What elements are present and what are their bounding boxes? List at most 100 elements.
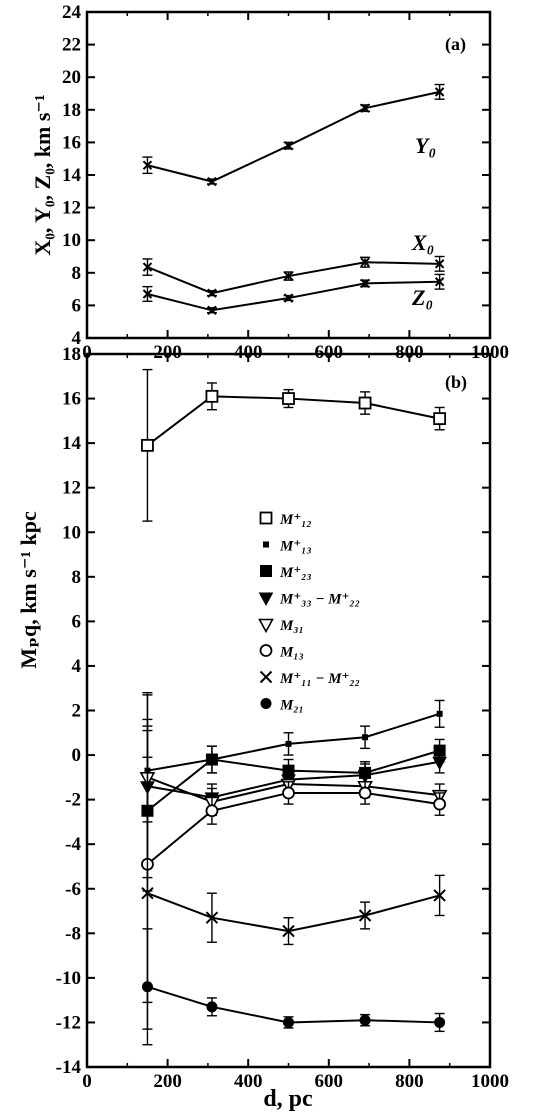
x-marker-stroke bbox=[360, 103, 370, 113]
series-6 bbox=[141, 756, 446, 1030]
x-marker-stroke bbox=[434, 259, 445, 269]
y-tick-label: 24 bbox=[62, 2, 82, 23]
x-tick-label: 600 bbox=[315, 1071, 344, 1092]
data-point bbox=[259, 644, 273, 657]
x-marker-stroke bbox=[433, 889, 446, 902]
legend-label: M⁺₁₁ − M⁺₂₂ bbox=[279, 671, 360, 687]
x-marker-stroke bbox=[434, 277, 445, 287]
x-marker-stroke bbox=[360, 257, 370, 267]
data-point bbox=[283, 140, 294, 151]
data-point bbox=[282, 392, 295, 405]
panel-b-y-axis-label: Mₚq, km s⁻¹ kpc bbox=[16, 511, 41, 669]
data-point bbox=[205, 389, 219, 403]
y-tick-label: 16 bbox=[62, 132, 81, 153]
series-line bbox=[147, 90, 440, 183]
x-tick-label: 400 bbox=[234, 1071, 263, 1092]
x-marker-stroke bbox=[142, 262, 153, 272]
y-tick-label: 8 bbox=[72, 567, 82, 588]
data-point bbox=[282, 786, 295, 800]
data-point bbox=[142, 160, 153, 170]
x-tick-label: 800 bbox=[395, 342, 424, 363]
y-tick-label: 20 bbox=[62, 67, 81, 88]
x-marker-stroke bbox=[207, 305, 217, 315]
data-point bbox=[432, 756, 447, 771]
series-line bbox=[147, 280, 440, 312]
series-0 bbox=[141, 368, 447, 522]
x-marker-stroke bbox=[207, 176, 217, 187]
y-tick-label: 10 bbox=[62, 230, 81, 251]
series-line bbox=[146, 791, 440, 866]
data-point bbox=[434, 1016, 446, 1028]
data-point bbox=[434, 277, 445, 287]
data-point bbox=[142, 289, 153, 299]
y-tick-label: 6 bbox=[72, 295, 82, 316]
legend-label: M⁺₁₃ bbox=[279, 539, 312, 555]
x-tick-label: 400 bbox=[234, 342, 263, 363]
series-label: Z₀ bbox=[411, 285, 433, 310]
series-3 bbox=[140, 694, 447, 879]
panel-b-series bbox=[139, 368, 448, 1046]
x-marker-stroke bbox=[142, 289, 153, 299]
x-marker-stroke bbox=[141, 886, 154, 900]
data-point bbox=[205, 753, 218, 766]
y-tick-label: -12 bbox=[56, 1012, 81, 1033]
data-point bbox=[436, 710, 443, 717]
y-tick-label: -10 bbox=[56, 968, 81, 989]
x-tick-label: 200 bbox=[153, 1071, 182, 1092]
legend-item: M₂₁ bbox=[260, 698, 304, 714]
data-point bbox=[205, 911, 219, 924]
x-marker-stroke bbox=[282, 924, 295, 938]
data-point bbox=[263, 541, 269, 548]
y-tick-label: 4 bbox=[72, 656, 82, 677]
data-point bbox=[258, 592, 274, 607]
y-tick-label: 10 bbox=[62, 522, 81, 543]
panel-b: (b) Mₚq, km s⁻¹ kpc d, pc 0 200 400 600 800 1… bbox=[16, 344, 509, 1112]
panel-a-ticks: 0 200 400 600 800 1000 4 6 8 10 12 14 16 18 20 22 24 bbox=[62, 2, 509, 363]
panel-a-y-axis-label: X₀, Y₀, Z₀, km s⁻¹ bbox=[30, 94, 55, 255]
series-7 bbox=[141, 928, 446, 1046]
panel-b-legend: M⁺₁₂ M⁺₁₃ M⁺₂₃ M⁺₃₃ − M⁺₂₂ M₃₁ M₁₃ M⁺₁₁ − M⁺₂₂… bbox=[258, 511, 360, 714]
series-label: X₀ bbox=[411, 230, 434, 255]
data-point bbox=[259, 670, 273, 684]
data-point bbox=[207, 305, 217, 315]
x-marker-stroke bbox=[358, 909, 372, 922]
y-tick-label: 22 bbox=[62, 35, 81, 56]
y-tick-label: 14 bbox=[62, 165, 82, 186]
x-tick-label: 200 bbox=[153, 342, 182, 363]
y-tick-label: -4 bbox=[65, 834, 81, 855]
data-point bbox=[141, 438, 154, 452]
x-marker-stroke bbox=[207, 288, 217, 298]
data-point bbox=[142, 262, 153, 272]
data-point bbox=[360, 103, 370, 113]
legend-label: M⁺₂₃ bbox=[279, 565, 312, 581]
y-tick-label: 4 bbox=[72, 328, 82, 349]
series-2 bbox=[142, 273, 445, 315]
data-point bbox=[206, 1001, 218, 1013]
y-tick-label: 6 bbox=[72, 611, 82, 632]
legend-item: M₁₃ bbox=[259, 644, 304, 661]
y-tick-label: 2 bbox=[72, 701, 82, 722]
panel-b-label: (b) bbox=[445, 372, 467, 393]
series-2 bbox=[141, 729, 446, 892]
y-tick-label: 8 bbox=[72, 263, 82, 284]
data-point bbox=[260, 698, 272, 709]
y-tick-label: 0 bbox=[72, 745, 82, 766]
series-line bbox=[147, 985, 440, 1024]
y-tick-label: 12 bbox=[62, 478, 81, 499]
x-marker-stroke bbox=[360, 278, 370, 289]
data-point bbox=[260, 565, 272, 577]
legend-label: M⁺₁₂ bbox=[279, 512, 312, 528]
legend-item: M⁺₂₃ bbox=[260, 565, 312, 581]
x-marker-stroke bbox=[283, 140, 294, 151]
data-point bbox=[205, 804, 219, 818]
data-point bbox=[433, 412, 447, 426]
panel-a-series bbox=[142, 83, 445, 315]
legend-label: M₁₃ bbox=[279, 645, 304, 661]
legend-label: M₂₁ bbox=[279, 698, 304, 714]
data-point bbox=[434, 87, 445, 97]
y-tick-label: 14 bbox=[62, 433, 82, 454]
x-tick-label: 0 bbox=[82, 342, 92, 363]
data-point bbox=[258, 618, 274, 634]
x-tick-label: 1000 bbox=[471, 342, 509, 363]
